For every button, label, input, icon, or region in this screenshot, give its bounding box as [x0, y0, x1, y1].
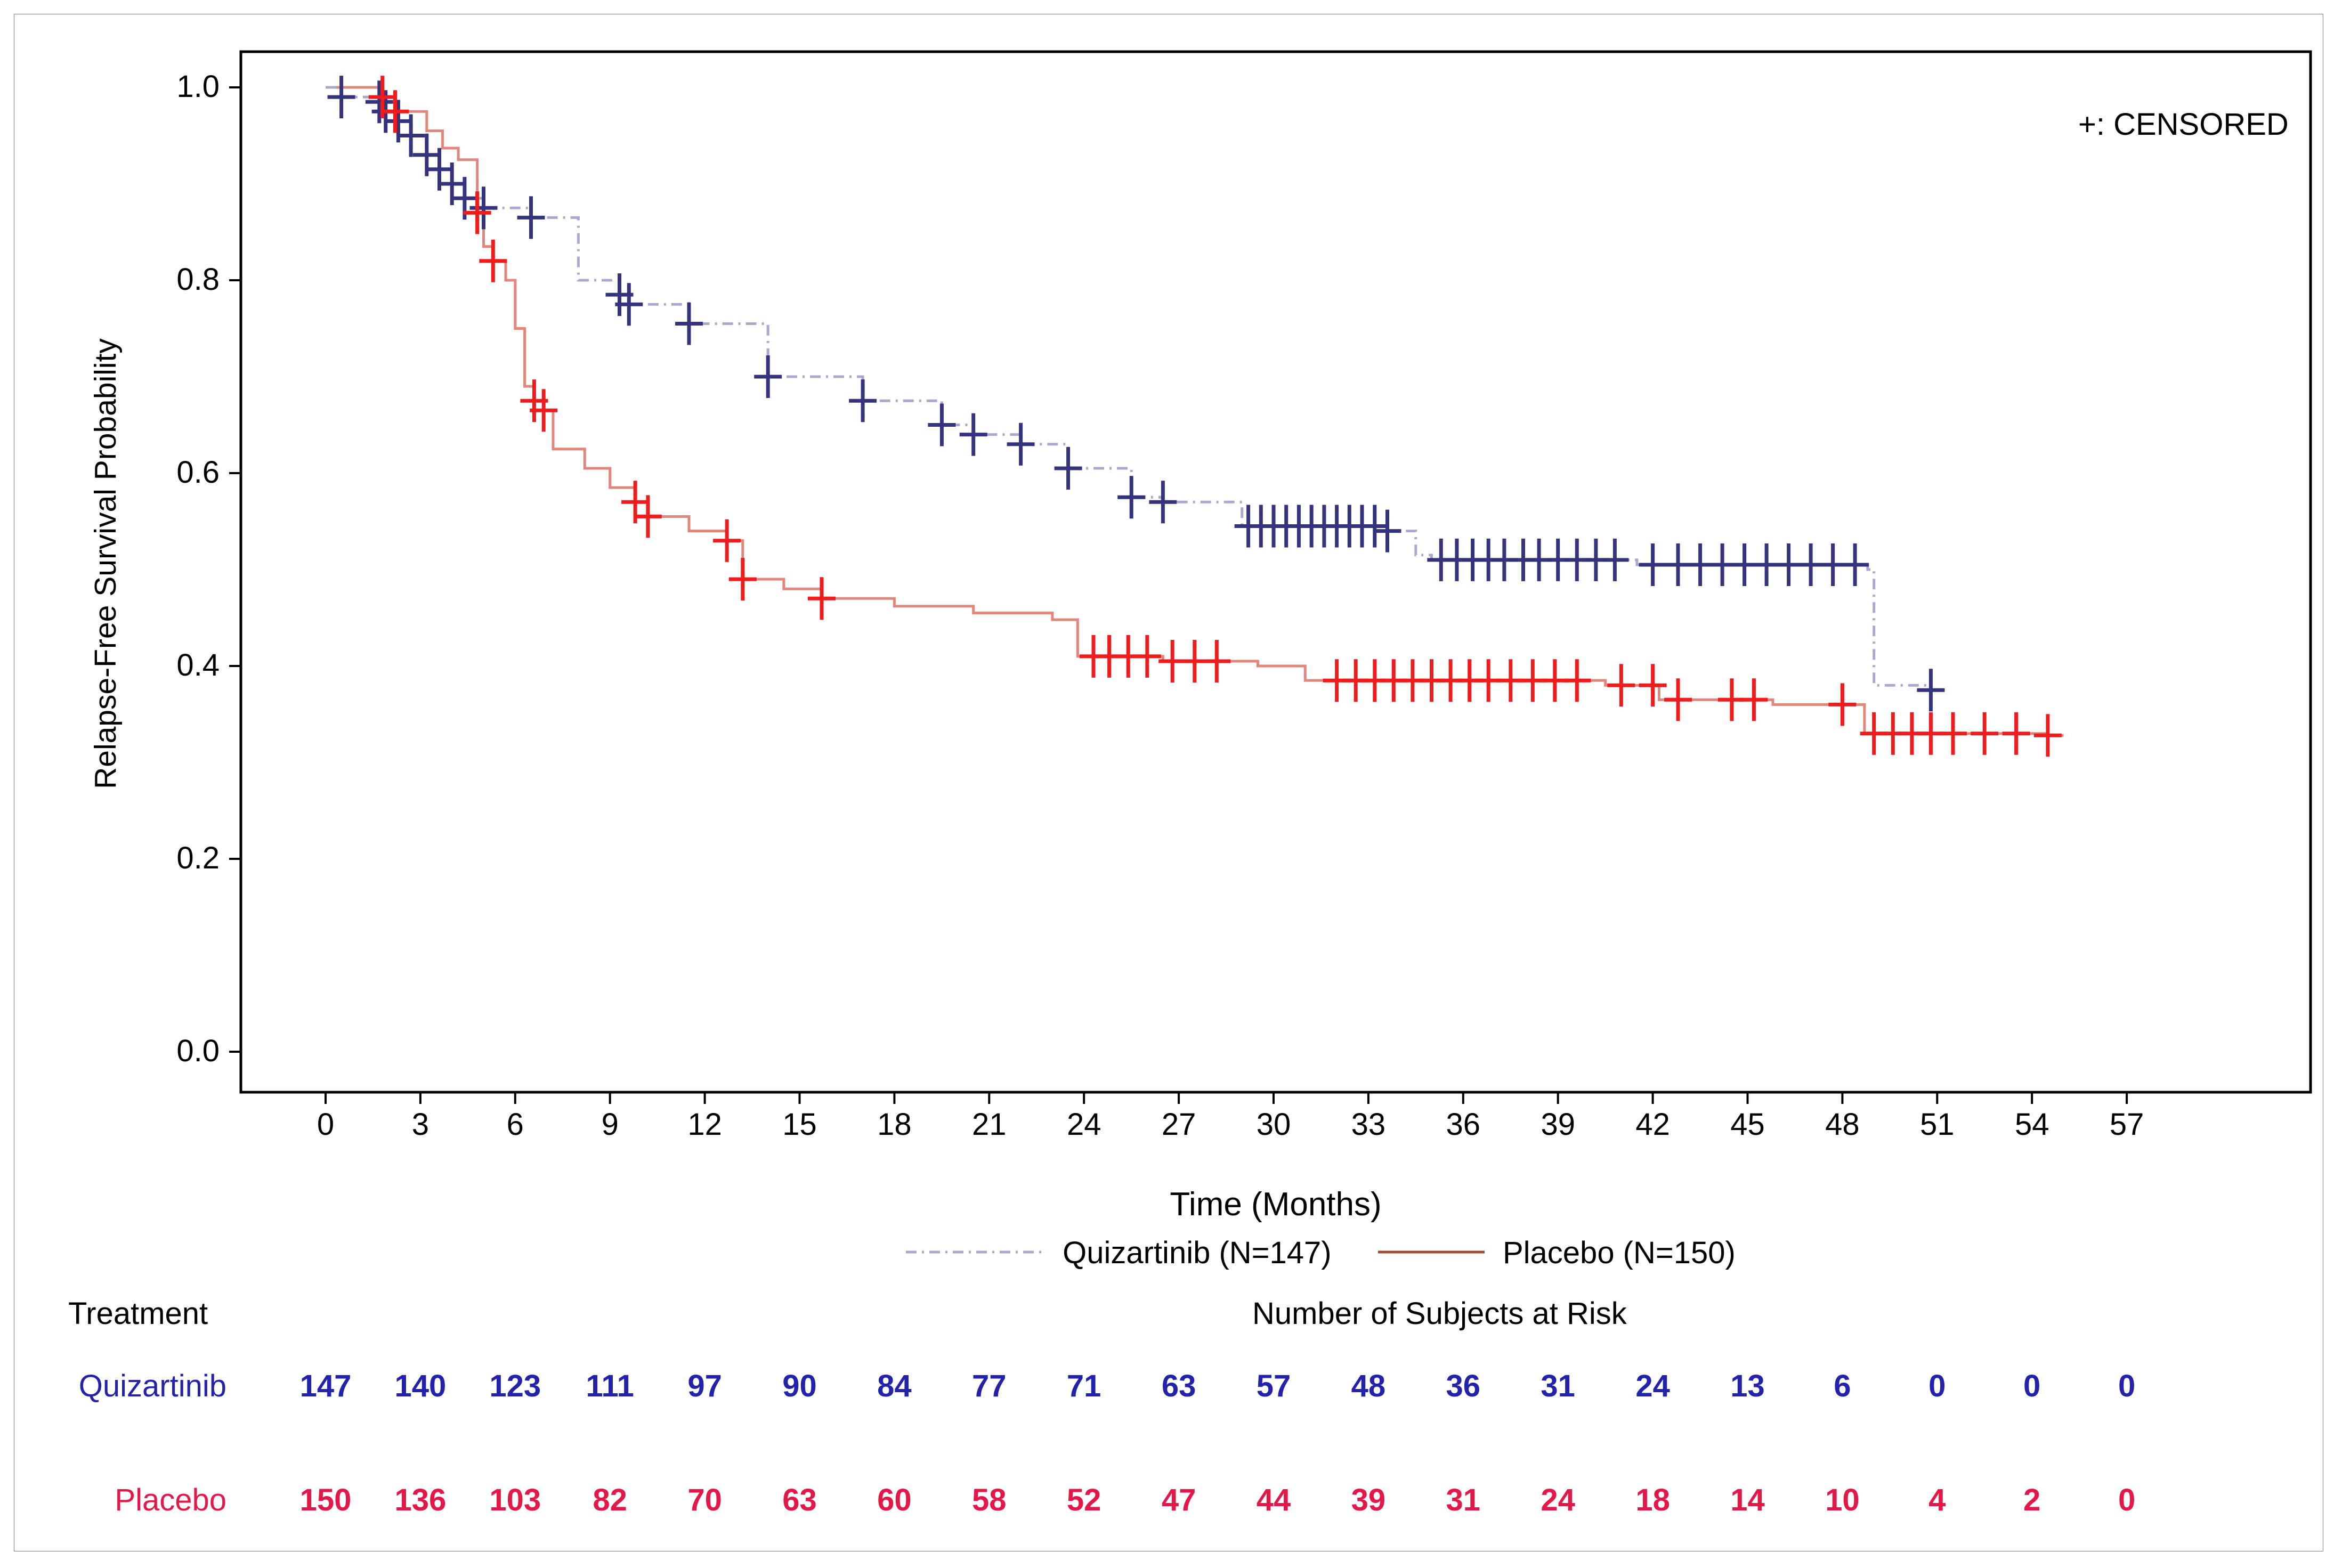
svg-text:0.0: 0.0 — [176, 1034, 220, 1068]
svg-text:6: 6 — [507, 1107, 524, 1142]
svg-text:48: 48 — [1825, 1107, 1860, 1142]
svg-text:51: 51 — [1920, 1107, 1955, 1142]
svg-text:15: 15 — [782, 1107, 817, 1142]
svg-text:9: 9 — [602, 1107, 619, 1142]
svg-text:21: 21 — [972, 1107, 1007, 1142]
svg-text:12: 12 — [687, 1107, 722, 1142]
svg-text:33: 33 — [1351, 1107, 1386, 1142]
svg-text:3: 3 — [412, 1107, 429, 1142]
svg-text:0: 0 — [317, 1107, 334, 1142]
svg-text:24: 24 — [1067, 1107, 1101, 1142]
svg-text:30: 30 — [1257, 1107, 1291, 1142]
svg-text:0.2: 0.2 — [176, 841, 220, 875]
svg-text:42: 42 — [1635, 1107, 1670, 1142]
svg-text:45: 45 — [1730, 1107, 1765, 1142]
svg-text:0.4: 0.4 — [176, 648, 220, 683]
svg-text:36: 36 — [1446, 1107, 1481, 1142]
svg-text:0.8: 0.8 — [176, 262, 220, 297]
svg-text:0.6: 0.6 — [176, 455, 220, 490]
svg-text:39: 39 — [1541, 1107, 1575, 1142]
svg-text:1.0: 1.0 — [176, 69, 220, 104]
svg-text:57: 57 — [2110, 1107, 2144, 1142]
svg-text:54: 54 — [2015, 1107, 2049, 1142]
svg-text:18: 18 — [877, 1107, 912, 1142]
svg-text:27: 27 — [1162, 1107, 1196, 1142]
